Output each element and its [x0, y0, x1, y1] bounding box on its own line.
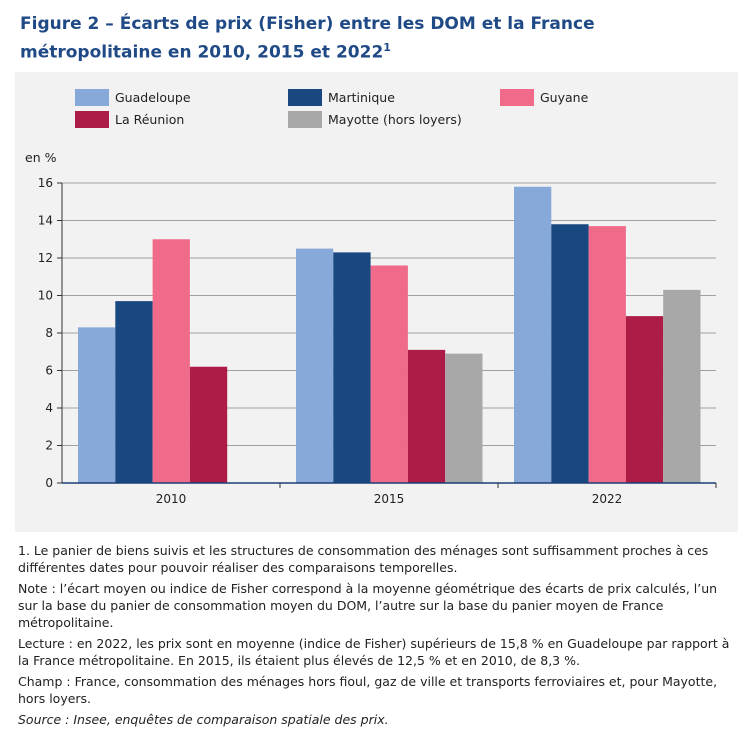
- bar: [152, 239, 190, 483]
- bar: [78, 327, 116, 483]
- note-text: Note : l’écart moyen ou indice de Fisher…: [18, 581, 718, 630]
- bar: [551, 224, 589, 483]
- bar: [296, 248, 334, 483]
- y-tick-label: 10: [38, 289, 53, 303]
- bar-chart: Guadeloupe Martinique Guyane La Réunion Mayo…: [25, 89, 717, 506]
- legend-swatch: [500, 89, 534, 106]
- chart-title-text: Figure 2 – Écarts de prix (Fisher) entre…: [20, 14, 595, 63]
- legend-label: Mayotte (hors loyers): [328, 112, 462, 127]
- bar: [407, 349, 446, 483]
- bar: [514, 186, 552, 483]
- y-tick-label: 4: [45, 401, 53, 415]
- legend-swatch: [288, 111, 322, 128]
- champ-text: Champ : France, consommation des ménages…: [18, 674, 718, 706]
- footnote-1: 1. Le panier de biens suivis et les stru…: [18, 543, 709, 575]
- bar: [370, 265, 408, 483]
- legend-label: Martinique: [328, 90, 395, 105]
- lecture-text: Lecture : en 2022, les prix sont en moye…: [18, 636, 730, 668]
- footnote-ref: 1: [383, 41, 391, 54]
- source-text: Source : Insee, enquêtes de comparaison …: [18, 712, 389, 727]
- bar: [663, 289, 701, 483]
- axes: 2010 2015 2022: [61, 183, 717, 506]
- bar: [189, 366, 228, 483]
- y-tick-label: 14: [38, 214, 53, 228]
- y-tick-label: 16: [38, 176, 53, 190]
- y-tick-label: 2: [45, 439, 53, 453]
- bars: [78, 186, 701, 483]
- legend: Guadeloupe Martinique Guyane La Réunion Mayo…: [75, 89, 589, 128]
- y-tick-label: 6: [45, 364, 53, 378]
- notes-section: 1. Le panier de biens suivis et les stru…: [18, 542, 733, 732]
- bar: [588, 226, 626, 483]
- y-tick-label: 12: [38, 251, 53, 265]
- y-tick-label: 0: [45, 476, 53, 490]
- legend-swatch: [75, 89, 109, 106]
- bar: [445, 353, 483, 483]
- legend-label: Guyane: [540, 90, 589, 105]
- x-tick-label: 2010: [156, 492, 187, 506]
- chart-title: Figure 2 – Écarts de prix (Fisher) entre…: [20, 12, 735, 65]
- x-tick-label: 2022: [592, 492, 623, 506]
- legend-label: Guadeloupe: [115, 90, 191, 105]
- bar: [115, 301, 153, 483]
- bar: [625, 316, 664, 483]
- legend-label: La Réunion: [115, 112, 184, 127]
- y-axis-label: en %: [25, 150, 57, 165]
- x-tick-label: 2015: [374, 492, 405, 506]
- y-tick-label: 8: [45, 326, 53, 340]
- bar: [333, 252, 371, 483]
- chart-panel: Guadeloupe Martinique Guyane La Réunion Mayo…: [15, 72, 738, 532]
- legend-swatch: [288, 89, 322, 106]
- legend-swatch: [75, 111, 109, 128]
